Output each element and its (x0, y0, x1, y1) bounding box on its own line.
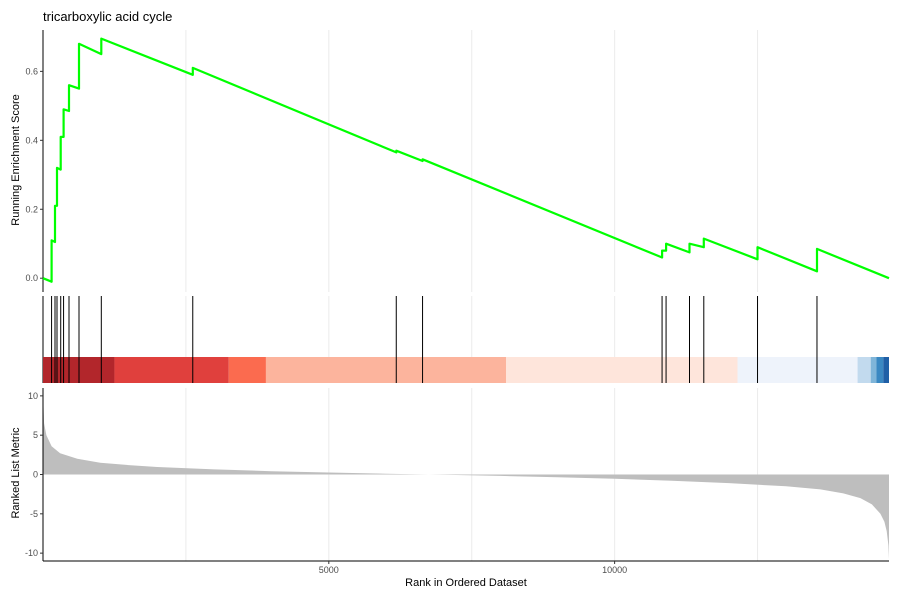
color-band (228, 357, 266, 383)
ranked-metric-panel: 10 5 0 -5 -10 5000 10000 (25, 388, 889, 575)
color-band (876, 357, 884, 383)
running-es-line (42, 37, 890, 283)
color-band (883, 357, 889, 383)
metric-y-tick-label: 0 (33, 470, 38, 480)
x-tick-label: 10000 (602, 565, 627, 575)
metric-y-tick-label: -5 (30, 509, 38, 519)
es-y-tick-label: 0.4 (25, 135, 38, 145)
es-y-axis-label: Running Enrichment Score (10, 94, 22, 225)
metric-y-tick-label: 5 (33, 430, 38, 440)
es-y-tick-label: 0.6 (25, 66, 38, 76)
x-axis-label: Rank in Ordered Dataset (405, 577, 527, 589)
color-band (265, 357, 507, 383)
color-band (506, 357, 738, 383)
color-band (870, 357, 877, 383)
color-band (857, 357, 871, 383)
metric-y-tick-label: -10 (25, 548, 38, 558)
metric-y-axis-label: Ranked List Metric (10, 427, 22, 519)
ranked-metric-area (43, 391, 889, 560)
color-band (114, 357, 229, 383)
metric-y-tick-label: 10 (28, 391, 38, 401)
x-tick-label: 5000 (319, 565, 339, 575)
es-y-tick-label: 0.2 (25, 204, 38, 214)
running-es-panel: 0.0 0.2 0.4 0.6 (25, 30, 890, 292)
chart-title: tricarboxylic acid cycle (43, 9, 172, 24)
color-band (737, 357, 858, 383)
hit-marker-panel (42, 296, 889, 383)
es-y-tick-label: 0.0 (25, 273, 38, 283)
